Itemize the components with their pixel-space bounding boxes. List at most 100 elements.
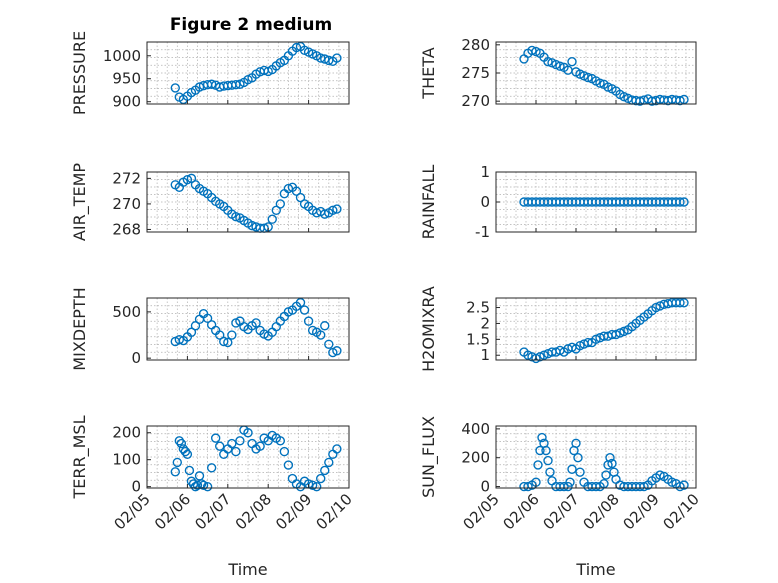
subplot-theta: 270 275 280 THETA — [419, 36, 697, 110]
x-tick-label: 02/06 — [151, 490, 194, 533]
y-tick-label: 270 — [461, 92, 490, 110]
y-tick-label: 200 — [112, 424, 141, 442]
data-point — [206, 79, 217, 89]
y-axis-label: TERR_MSL — [70, 415, 90, 499]
series-terr-msl — [170, 425, 342, 492]
data-point — [279, 446, 290, 457]
subplot-pressure: 900 950 1000 PRESSURE — [70, 31, 350, 115]
data-point — [575, 467, 585, 477]
data-point — [563, 481, 573, 492]
data-point — [332, 204, 342, 214]
data-point — [182, 449, 193, 460]
series-rainfall — [519, 197, 689, 207]
y-tick-label: -1 — [475, 223, 490, 241]
data-point — [206, 463, 217, 473]
data-point — [565, 477, 575, 487]
data-point — [283, 183, 294, 194]
data-point — [679, 298, 689, 308]
data-point — [227, 438, 237, 449]
data-point — [567, 57, 577, 67]
data-point — [202, 481, 213, 492]
data-point — [174, 436, 185, 446]
data-point — [555, 61, 565, 71]
data-point — [182, 174, 193, 185]
data-point — [316, 330, 326, 340]
data-point — [332, 53, 342, 63]
data-point — [192, 480, 203, 491]
x-tick-label: 02/08 — [580, 490, 623, 533]
subplot-air-temp: 268 270 272 AIR_TEMP — [70, 163, 350, 241]
data-point — [210, 433, 221, 443]
data-point — [295, 297, 306, 308]
data-point — [639, 481, 649, 492]
data-point — [324, 339, 334, 349]
data-point — [291, 42, 302, 53]
data-point — [591, 481, 601, 492]
x-tick-label: 02/06 — [500, 490, 543, 533]
data-point — [311, 481, 322, 492]
data-point — [202, 313, 213, 324]
data-point — [541, 445, 551, 456]
series-air-temp — [170, 173, 342, 233]
axes-frame — [146, 297, 350, 361]
x-tick-label: 02/09 — [620, 490, 663, 533]
data-point — [605, 453, 615, 463]
y-tick-label: 100 — [112, 451, 141, 469]
data-point — [215, 330, 225, 340]
data-point — [559, 481, 569, 492]
data-point — [320, 209, 330, 219]
data-point — [679, 480, 689, 490]
y-tick-label: 1.5 — [466, 330, 490, 348]
data-point — [595, 78, 605, 88]
data-point — [328, 205, 338, 215]
x-axis-label: Time — [227, 560, 267, 579]
data-point — [275, 199, 286, 209]
y-axis-label: THETA — [419, 47, 438, 99]
x-tick-label: 02/09 — [272, 490, 315, 533]
data-point — [675, 481, 685, 492]
data-point — [523, 481, 533, 492]
data-point — [184, 465, 195, 476]
axes-frame — [495, 425, 697, 489]
data-point — [533, 460, 543, 470]
data-point — [320, 465, 330, 476]
y-tick-label: 2 — [480, 314, 490, 332]
axes-frame — [495, 297, 697, 361]
axes-frame — [146, 171, 350, 233]
data-point — [655, 470, 665, 480]
data-point — [176, 438, 187, 449]
data-point — [223, 337, 233, 348]
data-point — [537, 432, 547, 443]
data-point — [231, 211, 241, 222]
data-point — [320, 321, 330, 331]
data-point — [170, 467, 180, 477]
series-sun-flux — [519, 432, 689, 492]
data-point — [567, 464, 577, 474]
y-tick-label: 1000 — [103, 47, 141, 65]
y-tick-label: 275 — [461, 64, 490, 82]
data-point — [675, 298, 685, 308]
data-point — [186, 327, 197, 337]
y-tick-label: 0 — [480, 193, 490, 211]
data-point — [215, 441, 225, 451]
y-axis-label: SUN_FLUX — [419, 416, 439, 498]
series-theta — [519, 45, 689, 106]
y-axis-label: PRESSURE — [70, 31, 89, 115]
y-tick-label: 280 — [461, 36, 490, 54]
data-point — [332, 346, 342, 356]
subplot-mixdepth: 0 500 MIXDEPTH — [70, 287, 350, 371]
x-tick-label: 02/08 — [232, 490, 275, 533]
y-tick-label: 400 — [461, 420, 490, 438]
data-point — [332, 444, 342, 454]
data-point — [299, 305, 310, 315]
data-point — [219, 336, 229, 347]
y-tick-label: 0 — [131, 349, 141, 367]
data-point — [251, 318, 261, 328]
y-tick-label: 900 — [112, 93, 141, 111]
x-tick-label: 02/05 — [111, 490, 154, 533]
y-tick-label: 1 — [480, 346, 490, 364]
data-point — [174, 334, 185, 345]
data-point — [601, 470, 611, 480]
